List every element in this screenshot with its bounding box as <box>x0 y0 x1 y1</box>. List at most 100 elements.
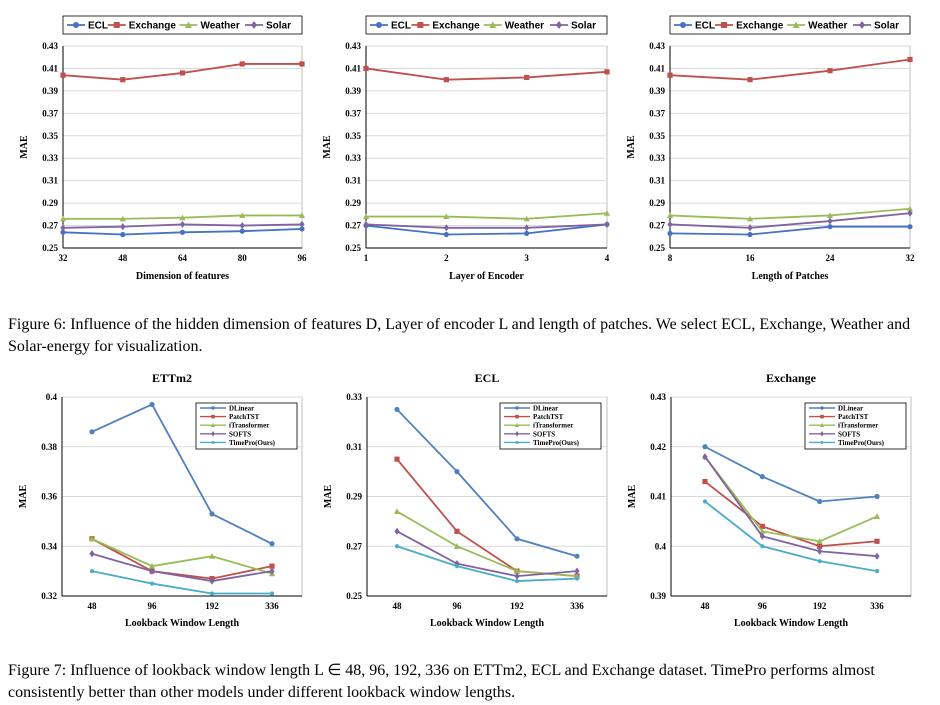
data-point <box>60 224 66 232</box>
chart-panel-1: 0.25 0.27 0.29 0.31 0.33 0.35 0.37 0.39 0.41 0.43… <box>19 15 308 282</box>
y-tick-label: 0.39 <box>345 86 361 96</box>
data-point <box>120 77 126 83</box>
legend-marker <box>515 414 519 419</box>
data-point <box>907 224 913 230</box>
y-tick-label: 0.37 <box>649 108 665 118</box>
data-point <box>209 591 215 596</box>
y-tick-label: 0.35 <box>649 131 665 141</box>
y-axis-label: MAE <box>323 485 334 509</box>
series-line-ecl <box>669 225 910 236</box>
data-point <box>667 230 673 237</box>
data-point <box>604 220 610 229</box>
legend-marker <box>251 21 257 29</box>
data-point <box>907 56 913 63</box>
legend-marker <box>211 414 215 419</box>
y-tick-label: 0.25 <box>42 243 58 253</box>
y-tick-label: 0.27 <box>649 221 665 231</box>
data-point <box>443 231 449 238</box>
legend-label: SOFTS <box>229 430 251 438</box>
y-tick-label: 0.4 <box>46 392 58 402</box>
data-point <box>759 532 765 540</box>
data-point <box>443 224 449 232</box>
legend-label: PatchTST <box>838 413 869 421</box>
legend-marker <box>556 21 562 29</box>
data-point <box>574 553 580 559</box>
legend-marker <box>211 440 215 444</box>
x-tick-label: 32 <box>59 253 69 263</box>
legend-marker <box>211 406 215 410</box>
data-point <box>179 214 186 221</box>
legend: DLinearPatchTSTiTransformerSOFTSTimePro(… <box>804 402 907 450</box>
legend-label: PatchTST <box>533 413 564 421</box>
x-tick-label: 4 <box>605 253 610 263</box>
y-tick-label: 0.33 <box>42 153 58 163</box>
data-point <box>209 511 215 517</box>
y-tick-label: 0.41 <box>649 63 665 73</box>
data-point <box>666 212 674 219</box>
data-point <box>747 224 753 232</box>
series-line-itransformer <box>704 456 878 543</box>
legend: ECL Exchange Weather Solar <box>669 15 911 35</box>
data-point <box>60 72 66 78</box>
series-line-weather <box>366 212 608 220</box>
data-point <box>817 559 822 564</box>
legend-marker <box>73 22 79 28</box>
legend: DLinearPatchTSTiTransformerSOFTSTimePro(… <box>499 402 602 450</box>
data-point <box>747 231 753 238</box>
legend-label: Weather <box>808 21 847 32</box>
data-point <box>299 61 305 67</box>
y-tick-label: 0.35 <box>42 131 58 141</box>
legend-label: Solar <box>571 21 596 32</box>
y-tick-label: 0.4 <box>655 541 667 551</box>
data-point <box>817 543 823 549</box>
data-point <box>514 578 520 584</box>
data-point <box>826 212 834 219</box>
legend-label: ECL <box>695 21 715 32</box>
y-tick-label: 0.29 <box>42 198 58 208</box>
data-point <box>119 215 126 222</box>
legend-marker <box>210 422 216 427</box>
y-axis-label: MAE <box>626 135 637 159</box>
chart-panel-5: 0.25 0.27 0.29 0.31 0.33 48 96 192 336 Lookback W… <box>323 371 608 629</box>
series-line-itransformer <box>396 510 578 577</box>
chart-panel-4: 0.32 0.34 0.36 0.38 0.4 48 96 192 336 Lookback Wi… <box>18 371 303 629</box>
data-point <box>514 536 520 542</box>
y-axis-label: MAE <box>18 485 29 509</box>
data-point <box>269 567 275 575</box>
chart-title: ECL <box>475 371 500 385</box>
data-point <box>208 553 216 559</box>
y-tick-label: 0.41 <box>345 63 361 73</box>
data-point <box>702 499 708 504</box>
series-line-solar <box>365 223 608 229</box>
data-point <box>907 209 913 217</box>
data-point <box>89 429 95 435</box>
legend-marker <box>819 422 825 427</box>
legend-marker <box>417 22 424 28</box>
y-tick-label: 0.25 <box>346 591 362 601</box>
y-tick-label: 0.25 <box>345 243 361 253</box>
legend-marker <box>820 440 824 444</box>
legend-marker <box>376 22 382 28</box>
data-point <box>759 528 766 534</box>
legend-marker <box>820 406 824 410</box>
y-tick-label: 0.31 <box>649 176 665 186</box>
x-tick-label: 80 <box>238 253 248 263</box>
data-point <box>873 513 881 519</box>
x-tick-label: 48 <box>701 601 711 611</box>
series-line-exchange <box>669 58 911 81</box>
data-point <box>363 220 369 229</box>
y-tick-label: 0.33 <box>345 153 361 163</box>
data-point <box>363 65 369 72</box>
data-point <box>524 74 530 81</box>
legend-marker <box>489 21 497 28</box>
x-tick-label: 96 <box>298 253 308 263</box>
y-axis-label: MAE <box>627 485 638 509</box>
data-point <box>513 568 521 574</box>
series-line-softs <box>91 552 273 582</box>
y-tick-label: 0.31 <box>42 176 58 186</box>
y-tick-label: 0.29 <box>346 492 362 502</box>
legend-marker <box>211 431 215 437</box>
legend-marker <box>680 22 686 28</box>
legend-label: Solar <box>874 21 899 32</box>
x-axis-label: Layer of Encoder <box>449 271 524 282</box>
